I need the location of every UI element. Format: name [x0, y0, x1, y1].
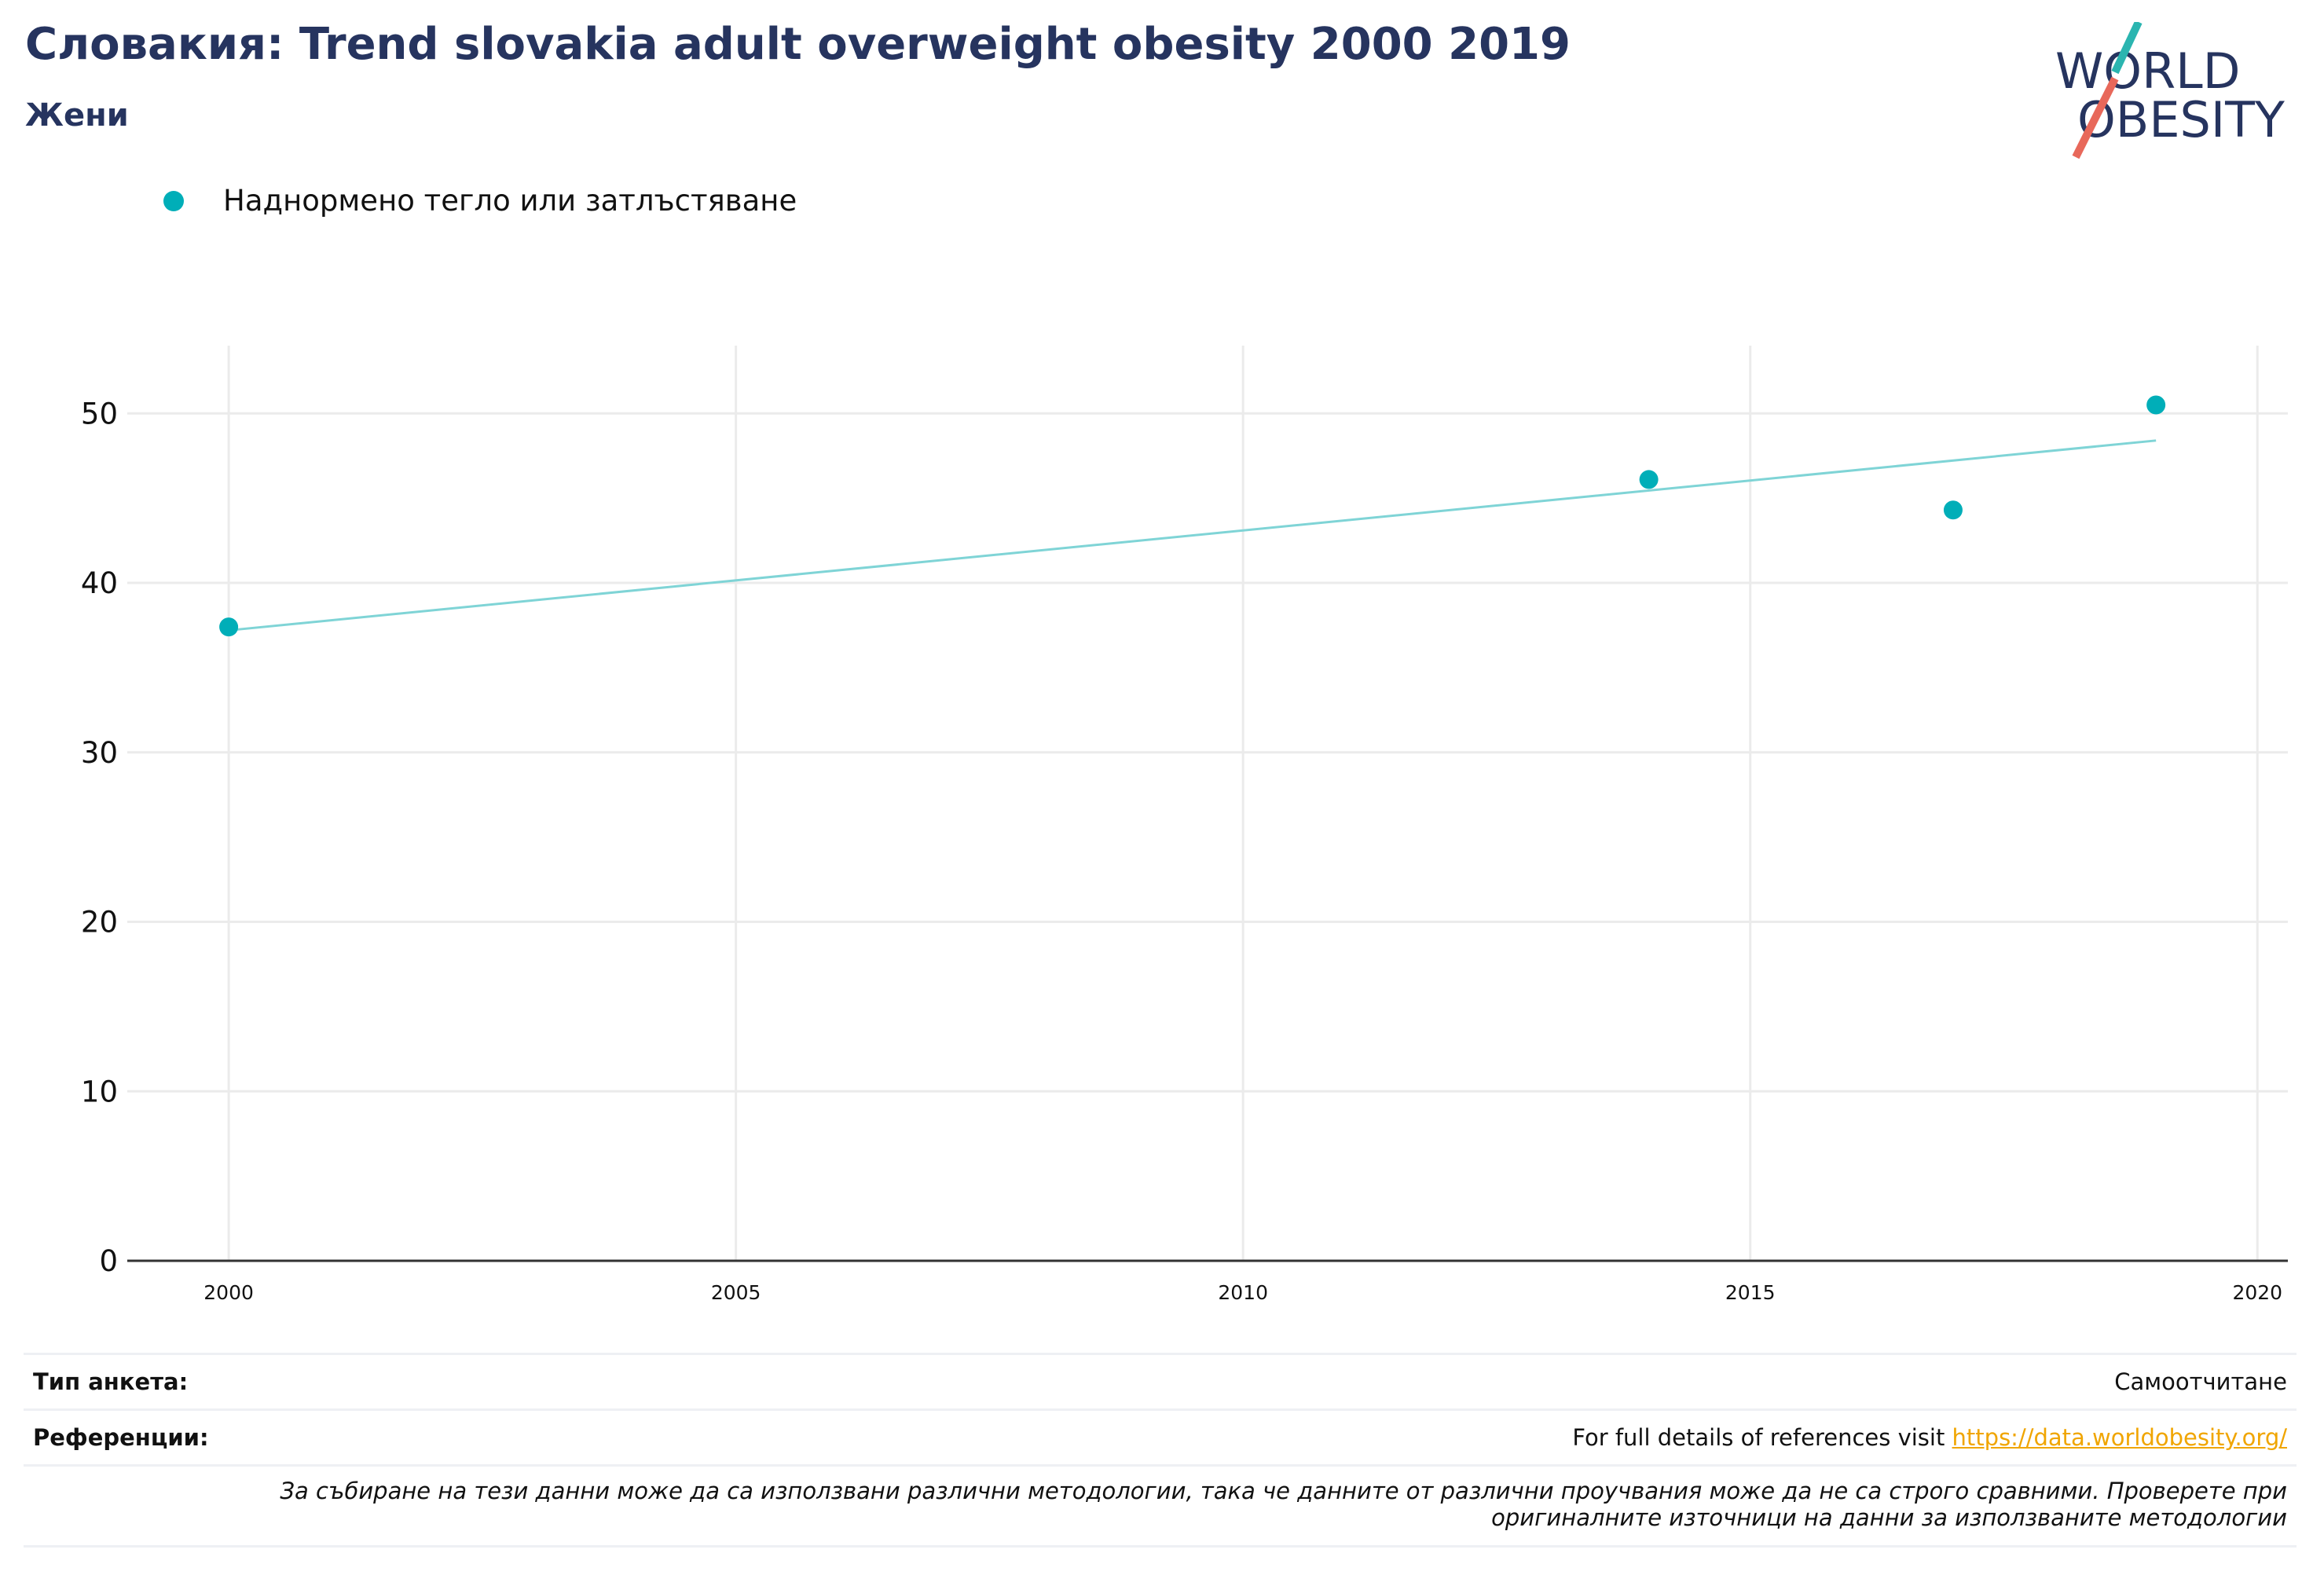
- grid: [127, 346, 2288, 1261]
- survey-type-value: Самоотчитане: [2114, 1368, 2287, 1395]
- y-tick-label: 10: [81, 1075, 118, 1108]
- x-tick-label: 2020: [2232, 1281, 2282, 1304]
- data-point: [1639, 470, 1659, 489]
- chart-legend: Наднормено тегло или затлъстяване: [163, 184, 797, 218]
- logo-slash-teal: [2111, 22, 2143, 75]
- survey-type-row: Тип анкета: Самоотчитане: [24, 1353, 2297, 1408]
- page-title: Словакия: Trend slovakia adult overweigh…: [25, 19, 1571, 70]
- page-subtitle: Жени: [25, 97, 129, 134]
- logo-line2: OBESITY: [2077, 91, 2285, 148]
- references-text: For full details of references visit: [1572, 1424, 1952, 1451]
- axes: 2000 2005 2010 2015 2020 0 10 20 30 40 50: [81, 397, 2288, 1304]
- y-tick-label: 40: [81, 566, 118, 600]
- y-tick-label: 20: [81, 906, 118, 940]
- world-obesity-logo: WORLD OBESITY: [2055, 22, 2285, 159]
- x-tick-label: 2005: [711, 1281, 761, 1304]
- references-link[interactable]: https://data.worldobesity.org/: [1952, 1424, 2287, 1451]
- x-tick-label: 2015: [1725, 1281, 1776, 1304]
- trendline: [228, 439, 2157, 632]
- scatter-chart: 2000 2005 2010 2015 2020 0 10 20 30 40 50: [81, 346, 2288, 1304]
- data-point: [219, 617, 239, 637]
- y-tick-label: 30: [81, 736, 118, 770]
- logo-slash-red: [2072, 76, 2119, 159]
- methodology-note: За събиране на тези данни може да са изп…: [24, 1464, 2297, 1548]
- data-point: [1943, 500, 1963, 520]
- legend-marker: [163, 190, 184, 211]
- references-label: Референции:: [33, 1424, 209, 1451]
- legend-label: Наднормено тегло или затлъстяване: [223, 184, 797, 218]
- logo-line1: WORLD: [2055, 42, 2240, 100]
- points-layer: [219, 395, 2166, 637]
- info-table: Тип анкета: Самоотчитане Референции: For…: [24, 1353, 2297, 1548]
- references-value: For full details of references visit htt…: [1572, 1424, 2287, 1451]
- data-point: [2146, 395, 2166, 415]
- trendline-layer: [228, 439, 2157, 632]
- references-row: Референции: For full details of referenc…: [24, 1408, 2297, 1464]
- x-tick-label: 2000: [203, 1281, 254, 1304]
- y-tick-label: 50: [81, 397, 118, 430]
- survey-type-label: Тип анкета:: [33, 1368, 189, 1395]
- x-tick-label: 2010: [1218, 1281, 1268, 1304]
- y-tick-label: 0: [99, 1244, 118, 1278]
